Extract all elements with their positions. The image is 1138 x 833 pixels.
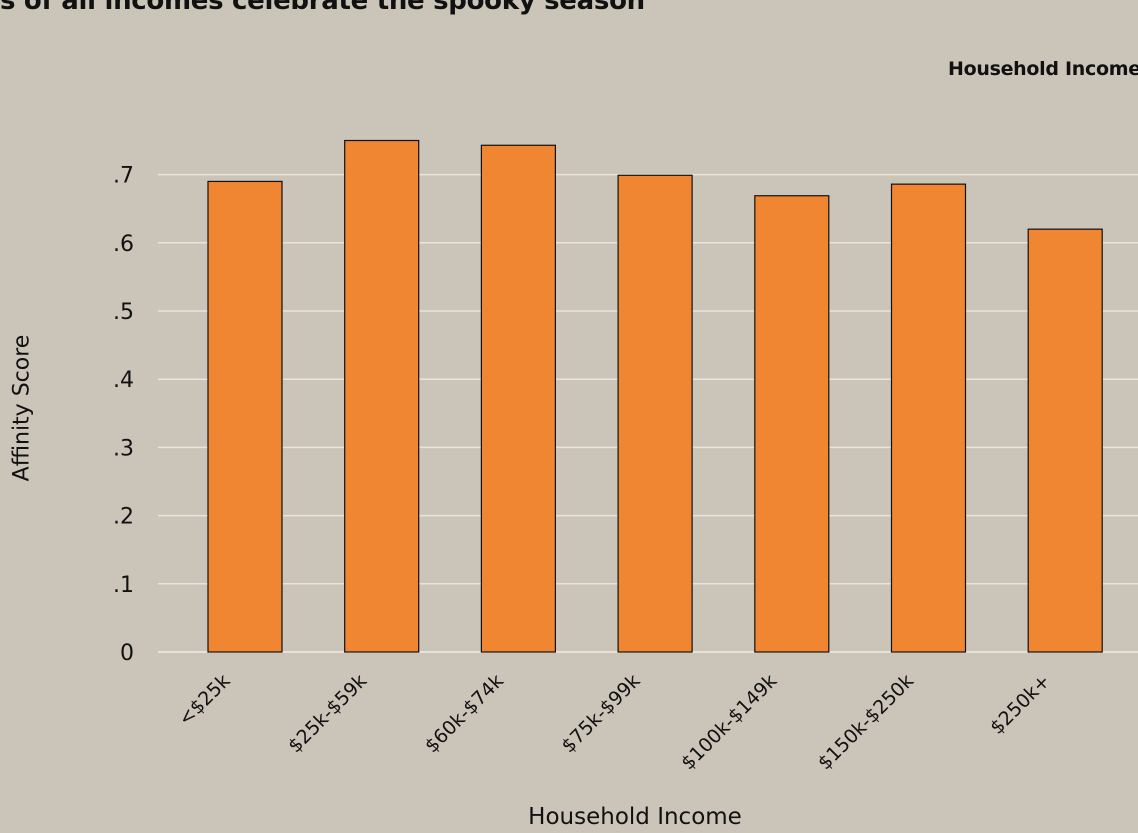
x-tick-label: $250k+ — [986, 670, 1055, 739]
y-tick-label: .4 — [113, 368, 134, 393]
legend-title: Household Income — [948, 58, 1138, 80]
bar — [754, 195, 830, 653]
bar — [1027, 228, 1103, 653]
x-tick-label: <$25k — [174, 670, 234, 730]
x-tick-label: $150k-$250k — [814, 670, 918, 774]
chart-subtitle: s of all incomes celebrate the spooky se… — [0, 0, 645, 16]
x-tick-label: $60k-$74k — [421, 670, 508, 757]
x-tick-label: $75k-$99k — [557, 670, 644, 757]
y-tick-labels: 0 .1 .2 .3 .4 .5 .6 .7 — [113, 164, 134, 666]
y-tick-label: .1 — [113, 573, 134, 598]
bar — [617, 174, 693, 653]
bars — [207, 139, 1103, 653]
x-tick-label: $25k-$59k — [284, 670, 371, 757]
y-tick-label: 0 — [120, 641, 134, 666]
y-tick-label: .3 — [113, 436, 134, 461]
y-tick-label: .7 — [113, 164, 134, 189]
x-tick-label: $100k-$149k — [677, 670, 781, 774]
y-tick-label: .6 — [113, 232, 134, 257]
y-tick-label: .2 — [113, 505, 134, 530]
bar — [890, 183, 967, 653]
bar — [207, 180, 283, 653]
x-tick-labels: <$25k $25k-$59k $60k-$74k $75k-$99k $100k-$1… — [174, 670, 1054, 774]
y-tick-label: .5 — [113, 300, 134, 325]
bar — [344, 139, 420, 653]
x-axis-label: Household Income — [528, 804, 742, 830]
y-axis-label: Affinity Score — [9, 334, 35, 482]
bar — [480, 144, 556, 653]
